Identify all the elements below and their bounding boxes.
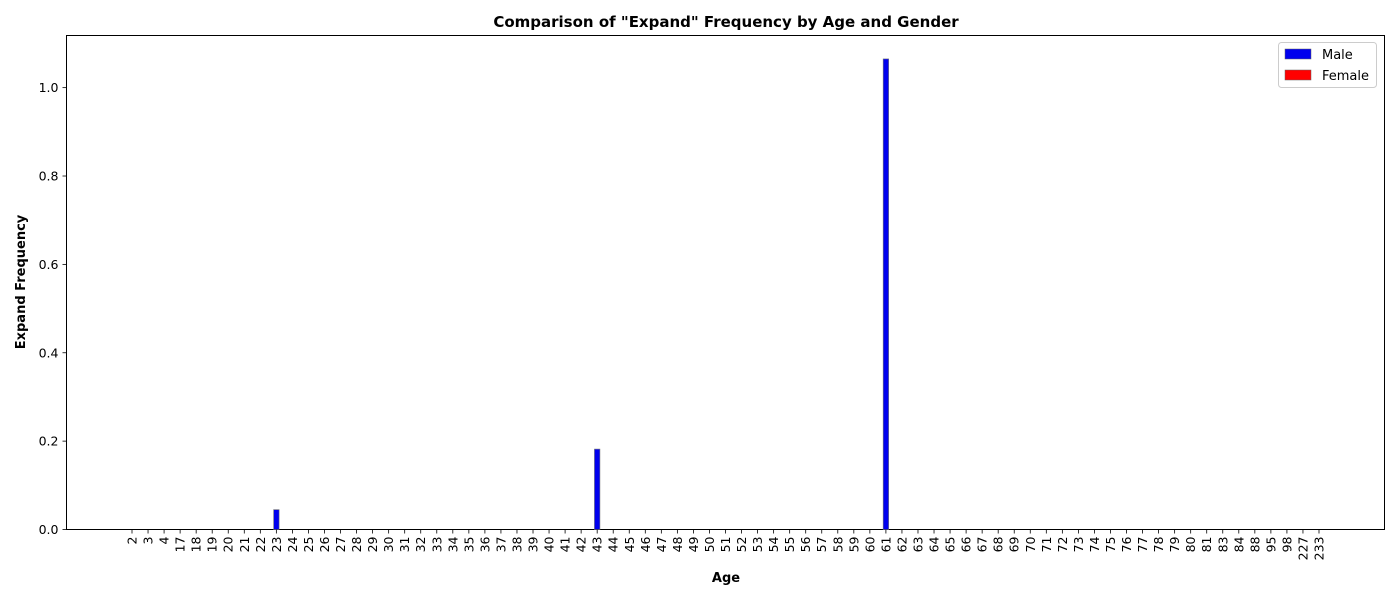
x-tick-label: 58 [830, 536, 845, 552]
y-tick-label: 0.8 [39, 169, 59, 184]
x-tick-label: 51 [718, 537, 733, 553]
x-tick-label: 47 [654, 537, 669, 553]
x-tick-label: 79 [1167, 536, 1182, 552]
x-tick-label: 70 [1023, 536, 1038, 552]
y-tick-label: 0.4 [39, 345, 59, 360]
x-tick-label: 83 [1215, 537, 1230, 553]
legend-swatch-male [1284, 48, 1312, 60]
x-tick-label: 68 [991, 536, 1006, 552]
x-tick-label: 45 [622, 537, 637, 553]
x-tick-label: 69 [1007, 536, 1022, 552]
x-tick-label: 26 [317, 536, 332, 552]
x-tick-label: 24 [285, 536, 300, 552]
x-tick-label: 88 [1247, 536, 1262, 552]
x-tick-label: 72 [1055, 537, 1070, 553]
x-tick-label: 43 [590, 537, 605, 553]
x-tick-label: 46 [638, 536, 653, 552]
x-tick-label: 80 [1183, 536, 1198, 552]
legend: Male Female [1278, 42, 1377, 88]
plot-frame [66, 35, 1385, 530]
x-tick-label: 38 [509, 536, 524, 552]
x-tick-label: 61 [878, 537, 893, 553]
x-tick-label: 53 [750, 537, 765, 553]
bars-layer [273, 58, 889, 530]
legend-label-male: Male [1322, 48, 1353, 63]
x-tick-label: 44 [606, 536, 621, 552]
x-tick-label: 3 [141, 537, 156, 545]
x-tick-label: 75 [1103, 537, 1118, 553]
chart-title: Comparison of "Expand" Frequency by Age … [493, 13, 959, 31]
x-tick-label: 35 [461, 537, 476, 553]
bar-male-43 [594, 448, 601, 530]
x-tick-label: 63 [910, 537, 925, 553]
x-tick-label: 19 [205, 536, 220, 552]
x-tick-label: 20 [221, 536, 236, 552]
x-ticks: 2 3 4 17 18 19 20 21 22 23 24 25 26 27 28 29 30 31 32 33 34 3… [125, 529, 1327, 561]
legend-label-female: Female [1322, 69, 1369, 84]
bar-male-23 [273, 509, 280, 530]
x-tick-label: 31 [397, 537, 412, 553]
x-tick-label: 36 [477, 536, 492, 552]
y-tick-label: 0.0 [39, 522, 59, 537]
x-tick-label: 29 [365, 536, 380, 552]
x-tick-label: 18 [189, 536, 204, 552]
x-tick-label: 233 [1312, 537, 1327, 561]
x-tick-label: 55 [782, 537, 797, 553]
bar-male-61 [882, 58, 889, 530]
x-tick-label: 28 [349, 536, 364, 552]
y-tick-label: 1.0 [39, 80, 59, 95]
x-tick-label: 78 [1151, 536, 1166, 552]
x-tick-label: 39 [526, 536, 541, 552]
x-tick-label: 52 [734, 537, 749, 553]
x-tick-label: 67 [975, 537, 990, 553]
x-tick-label: 95 [1263, 537, 1278, 553]
x-tick-label: 17 [173, 537, 188, 553]
x-tick-label: 22 [253, 537, 268, 553]
x-tick-label: 27 [333, 537, 348, 553]
x-tick-label: 34 [445, 536, 460, 552]
x-tick-label: 37 [493, 537, 508, 553]
x-tick-label: 33 [429, 537, 444, 553]
y-ticks: 0.0 0.2 0.4 0.6 0.8 1.0 [39, 80, 67, 537]
x-tick-label: 73 [1071, 537, 1086, 553]
x-axis-label: Age [712, 571, 740, 586]
y-axis-label: Expand Frequency [14, 214, 29, 349]
x-tick-label: 56 [798, 536, 813, 552]
y-tick-label: 0.6 [39, 257, 59, 272]
x-tick-label: 64 [927, 536, 942, 552]
x-tick-label: 23 [269, 537, 284, 553]
x-tick-label: 66 [959, 536, 974, 552]
x-tick-label: 4 [157, 536, 172, 544]
y-tick-label: 0.2 [39, 434, 59, 449]
x-tick-label: 227 [1295, 537, 1310, 561]
legend-swatch-female [1284, 69, 1312, 81]
x-tick-label: 76 [1119, 536, 1134, 552]
x-tick-label: 57 [814, 537, 829, 553]
x-tick-label: 41 [558, 537, 573, 553]
x-tick-label: 60 [862, 536, 877, 552]
x-tick-label: 21 [237, 537, 252, 553]
x-tick-label: 50 [702, 536, 717, 552]
x-tick-label: 98 [1279, 536, 1294, 552]
x-tick-label: 42 [574, 537, 589, 553]
x-tick-label: 40 [542, 536, 557, 552]
x-tick-label: 84 [1231, 536, 1246, 552]
x-tick-label: 49 [686, 536, 701, 552]
x-tick-label: 25 [301, 537, 316, 553]
x-tick-label: 77 [1135, 537, 1150, 553]
x-tick-label: 2 [125, 537, 140, 545]
x-tick-label: 32 [413, 537, 428, 553]
x-tick-label: 71 [1039, 537, 1054, 553]
x-tick-label: 65 [943, 537, 958, 553]
x-tick-label: 74 [1087, 536, 1102, 552]
x-tick-label: 81 [1199, 537, 1214, 553]
x-tick-label: 54 [766, 536, 781, 552]
x-tick-label: 30 [381, 536, 396, 552]
x-tick-label: 62 [894, 537, 909, 553]
x-tick-label: 48 [670, 536, 685, 552]
x-tick-label: 59 [846, 536, 861, 552]
